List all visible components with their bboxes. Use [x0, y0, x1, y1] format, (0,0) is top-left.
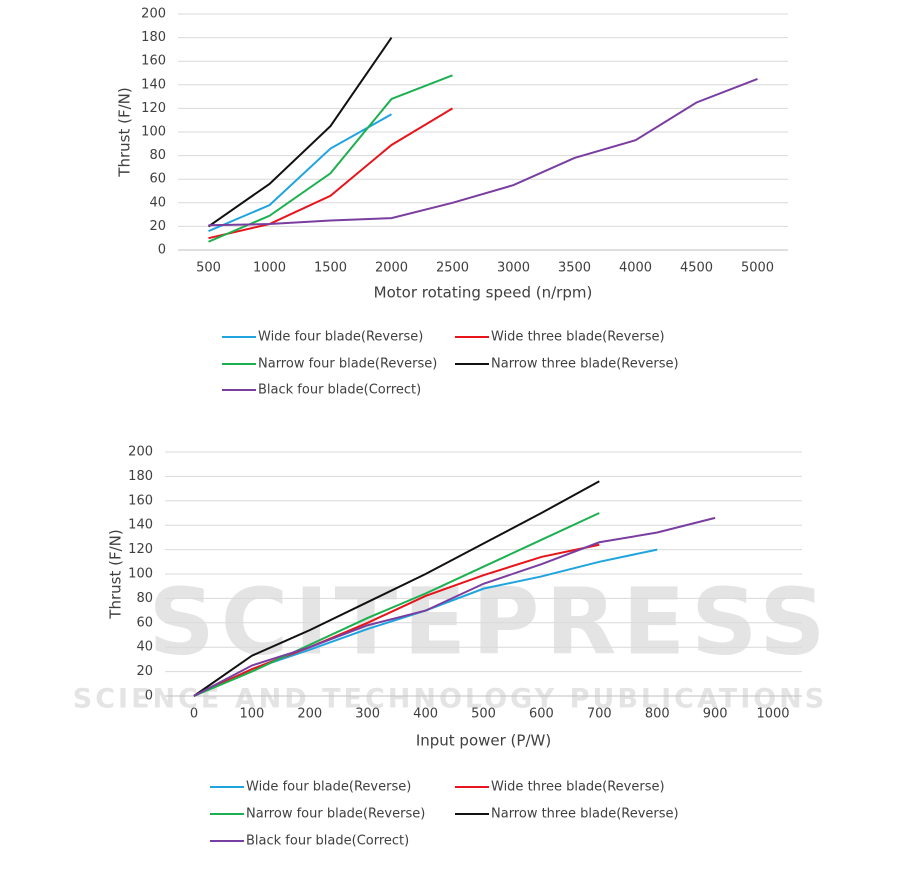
- series-line: [208, 107, 454, 240]
- y-tick-label: 180: [141, 30, 166, 45]
- y-tick-label: 20: [136, 664, 153, 679]
- series-line: [207, 37, 393, 228]
- x-tick-label: 500: [471, 707, 496, 722]
- x-tick-label: 1000: [756, 707, 789, 722]
- legend-label: Narrow four blade(Reverse): [246, 807, 425, 822]
- legend-label: Black four blade(Correct): [246, 834, 409, 849]
- y-tick-label: 160: [128, 493, 153, 508]
- y-tick-label: 40: [136, 640, 153, 655]
- x-axis-label: Input power (P/W): [416, 732, 551, 750]
- x-tick-label: 1500: [314, 261, 347, 276]
- y-tick-label: 120: [141, 101, 166, 116]
- y-tick-label: 100: [128, 567, 153, 582]
- x-tick-label: 2500: [436, 261, 469, 276]
- x-tick-label: 400: [413, 707, 438, 722]
- y-tick-label: 200: [141, 7, 166, 22]
- series-line: [193, 516, 716, 697]
- legend-label: Narrow three blade(Reverse): [491, 807, 679, 822]
- x-tick-label: 300: [355, 707, 380, 722]
- x-tick-label: 5000: [741, 261, 774, 276]
- y-axis-label: Thrust (F/N): [116, 87, 134, 177]
- x-tick-label: 0: [190, 707, 198, 722]
- y-tick-label: 80: [149, 148, 166, 163]
- y-tick-label: 140: [128, 518, 153, 533]
- y-tick-label: 180: [128, 469, 153, 484]
- series-line: [193, 512, 600, 697]
- y-axis-label: Thrust (F/N): [107, 529, 125, 619]
- series-line: [208, 74, 453, 243]
- series-line: [193, 543, 600, 697]
- x-tick-label: 1000: [253, 261, 286, 276]
- x-tick-label: 900: [703, 707, 728, 722]
- series-line: [208, 77, 758, 227]
- x-tick-label: 2000: [375, 261, 408, 276]
- y-tick-label: 0: [145, 689, 153, 704]
- y-tick-label: 60: [149, 172, 166, 187]
- y-tick-label: 100: [141, 125, 166, 140]
- x-tick-label: 3500: [558, 261, 591, 276]
- x-tick-label: 4500: [680, 261, 713, 276]
- x-tick-label: 600: [529, 707, 554, 722]
- legend-label: Black four blade(Correct): [258, 383, 421, 398]
- y-tick-label: 0: [158, 243, 166, 258]
- legend-label: Wide four blade(Reverse): [258, 330, 423, 345]
- x-tick-label: 200: [297, 707, 322, 722]
- legend-label: Wide three blade(Reverse): [491, 780, 665, 795]
- legend-label: Wide three blade(Reverse): [491, 330, 665, 345]
- x-tick-label: 800: [645, 707, 670, 722]
- x-tick-label: 4000: [619, 261, 652, 276]
- x-tick-label: 3000: [497, 261, 530, 276]
- x-tick-label: 700: [587, 707, 612, 722]
- y-tick-label: 200: [128, 445, 153, 460]
- legend-label: Narrow four blade(Reverse): [258, 357, 437, 372]
- y-tick-label: 60: [136, 615, 153, 630]
- y-tick-label: 20: [149, 219, 166, 234]
- x-tick-label: 100: [239, 707, 264, 722]
- watermark-logo: SCITEPRESS: [148, 568, 831, 675]
- y-tick-label: 160: [141, 54, 166, 69]
- series-line: [208, 113, 392, 233]
- watermark-tagline: SCIENCE AND TECHNOLOGY PUBLICATIONS: [73, 684, 827, 715]
- series-line: [193, 480, 600, 697]
- legend-label: Wide four blade(Reverse): [246, 780, 411, 795]
- x-tick-label: 500: [196, 261, 221, 276]
- y-tick-label: 40: [149, 195, 166, 210]
- y-tick-label: 80: [136, 591, 153, 606]
- x-axis-label: Motor rotating speed (n/rpm): [374, 284, 593, 302]
- legend-label: Narrow three blade(Reverse): [491, 357, 679, 372]
- y-tick-label: 140: [141, 77, 166, 92]
- y-tick-label: 120: [128, 542, 153, 557]
